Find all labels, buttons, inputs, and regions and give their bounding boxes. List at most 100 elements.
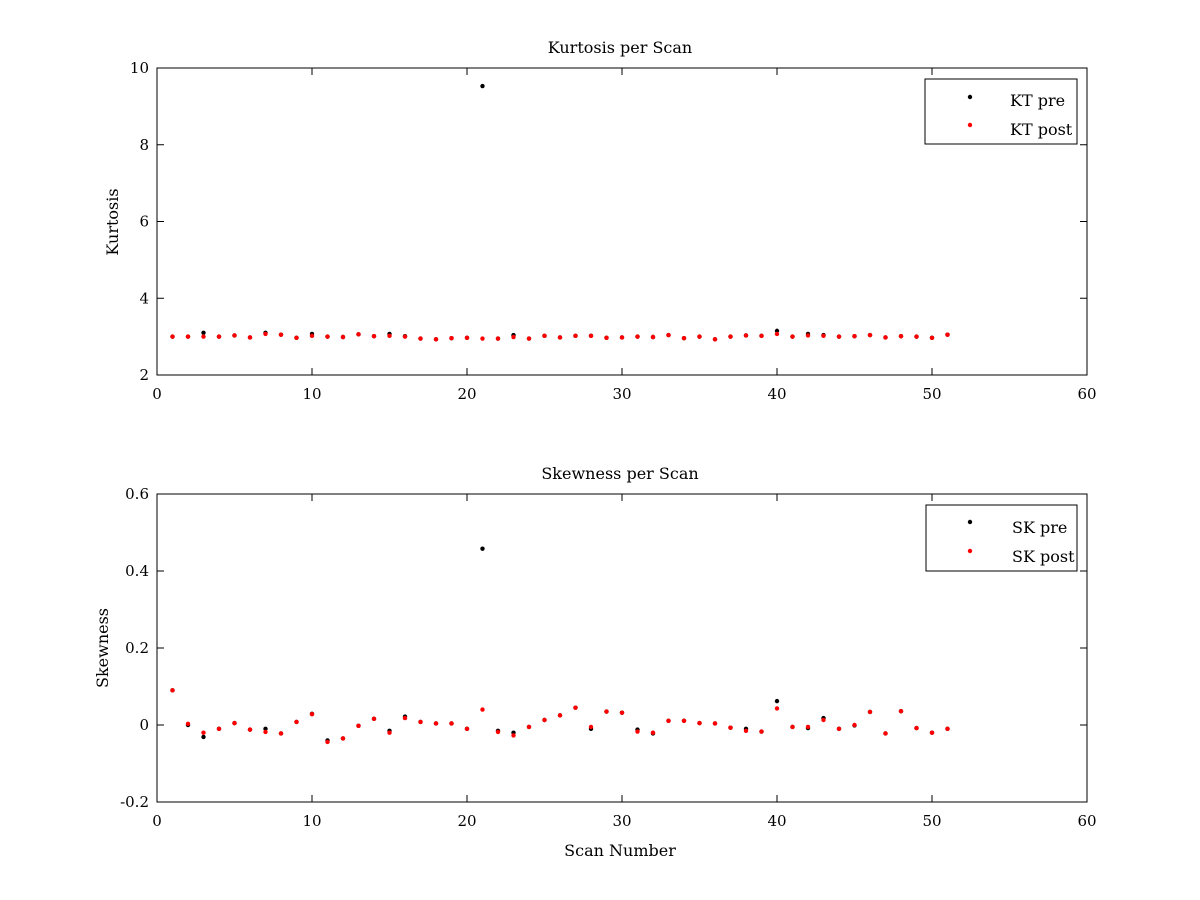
skewness-x-tick-label: 60 (1077, 812, 1096, 830)
kurtosis-point-kt-post (805, 333, 811, 338)
skewness-point-sk-post (294, 719, 299, 725)
skewness-point-sk-post (247, 727, 253, 732)
kurtosis-point-kt-post (588, 333, 594, 339)
skewness-y-ticks: -0.2 0 0.2 0.4 0.6 (120, 485, 1087, 811)
kurtosis-y-tick-label: 4 (139, 289, 149, 307)
kurtosis-point-kt-post (867, 332, 873, 338)
kurtosis-point-kt-post (914, 334, 919, 339)
kurtosis-point-kt-post (201, 334, 206, 339)
kurtosis-y-tick-label: 6 (139, 213, 149, 231)
kurtosis-point-kt-post (526, 336, 532, 341)
skewness-legend-label-pre: SK pre (1012, 518, 1067, 537)
skewness-point-sk-post (836, 726, 842, 732)
kurtosis-panel: Kurtosis per Scan Kurtosis 0 10 20 30 40 50 60… (103, 38, 1097, 403)
kurtosis-point-kt-post (573, 333, 578, 339)
kurtosis-point-kt-pre (480, 83, 485, 89)
skewness-y-tick-label: -0.2 (120, 793, 149, 811)
skewness-point-sk-post (650, 730, 656, 735)
skewness-point-sk-post (449, 721, 454, 726)
kurtosis-point-kt-post (650, 334, 656, 340)
kurtosis-point-kt-post (542, 333, 547, 339)
kurtosis-point-kt-post (371, 334, 377, 339)
skewness-y-tick-label: 0.4 (125, 562, 149, 580)
skewness-point-sk-post (929, 730, 935, 735)
skewness-point-sk-post (852, 722, 857, 728)
skewness-x-ticks: 0 10 20 30 40 50 60 (152, 494, 1097, 830)
kurtosis-point-kt-post (216, 334, 222, 339)
skewness-point-sk-post (666, 718, 671, 723)
skewness-point-sk-post (604, 709, 609, 714)
kurtosis-x-tick-label: 20 (457, 385, 476, 403)
skewness-point-sk-post (511, 733, 516, 738)
kurtosis-point-kt-post (743, 333, 749, 338)
skewness-x-tick-label: 0 (152, 812, 162, 830)
skewness-point-sk-post (821, 717, 826, 723)
kurtosis-point-kt-post (712, 337, 718, 342)
skewness-point-sk-pre (480, 546, 485, 551)
kurtosis-point-kt-post (433, 337, 439, 342)
kurtosis-point-kt-post (325, 334, 330, 339)
skewness-point-sk-post (526, 724, 532, 730)
kurtosis-point-kt-post (836, 334, 842, 339)
kurtosis-y-tick-label: 2 (139, 366, 149, 384)
skewness-x-tick-label: 50 (922, 812, 941, 830)
kurtosis-point-kt-post (728, 334, 733, 339)
kurtosis-legend-marker-post (967, 122, 973, 128)
kurtosis-point-kt-post (759, 333, 764, 339)
kurtosis-point-kt-post (278, 332, 284, 337)
skewness-point-sk-post (573, 705, 578, 710)
kurtosis-point-kt-post (604, 335, 609, 340)
kurtosis-point-kt-post (883, 335, 888, 340)
skewness-point-sk-post (201, 730, 206, 735)
kurtosis-legend-box (924, 78, 1078, 145)
kurtosis-x-tick-label: 50 (922, 385, 941, 403)
kurtosis-y-ticks: 2 4 6 8 10 (130, 59, 1087, 384)
skewness-x-tick-label: 30 (612, 812, 631, 830)
kurtosis-legend-label-pre: KT pre (1010, 91, 1065, 110)
skewness-point-sk-pre (263, 726, 268, 732)
skewness-y-tick-label: 0.2 (125, 639, 149, 657)
kurtosis-y-axis-label: Kurtosis (103, 188, 122, 255)
kurtosis-x-tick-label: 40 (767, 385, 786, 403)
skewness-y-tick-label: 0.6 (125, 485, 149, 503)
skewness-legend: SK pre SK post (925, 504, 1078, 572)
kurtosis-point-kt-post (340, 334, 346, 340)
skewness-point-sk-post (712, 721, 718, 726)
kurtosis-point-kt-post (309, 333, 315, 339)
skewness-point-sk-post (325, 739, 330, 745)
skewness-y-axis-label: Skewness (93, 608, 112, 688)
skewness-legend-marker-pre (967, 519, 973, 525)
kurtosis-point-kt-post (247, 335, 253, 340)
skewness-point-sk-post (728, 725, 733, 730)
skewness-y-tick-label: 0 (139, 716, 149, 734)
skewness-point-sk-post (464, 726, 470, 732)
kurtosis-point-kt-post (945, 332, 950, 337)
skewness-legend-box (925, 504, 1078, 572)
kurtosis-point-kt-post (402, 334, 408, 339)
skewness-chart-title: Skewness per Scan (541, 464, 698, 483)
skewness-panel: Skewness per Scan Skewness Scan Number 0… (93, 464, 1097, 860)
skewness-point-sk-post (759, 729, 764, 734)
skewness-x-axis-label: Scan Number (564, 841, 676, 860)
kurtosis-point-kt-post (681, 335, 687, 341)
kurtosis-x-tick-label: 30 (612, 385, 631, 403)
kurtosis-point-kt-post (464, 335, 470, 340)
kurtosis-x-tick-label: 10 (302, 385, 321, 403)
kurtosis-x-ticks: 0 10 20 30 40 50 60 (152, 68, 1097, 403)
kurtosis-point-kt-post (232, 333, 237, 338)
kurtosis-y-tick-label: 10 (130, 59, 149, 77)
skewness-point-sk-post (433, 721, 439, 726)
kurtosis-point-kt-post (511, 334, 516, 340)
skewness-point-sk-post (557, 713, 563, 718)
kurtosis-point-kt-post (790, 334, 795, 339)
kurtosis-points (170, 83, 950, 342)
skewness-point-sk-post (356, 723, 361, 728)
skewness-point-sk-post (790, 724, 795, 730)
kurtosis-legend-marker-pre (967, 94, 973, 100)
skewness-point-sk-pre (201, 734, 206, 740)
skewness-point-sk-post (185, 721, 191, 727)
skewness-point-sk-post (340, 736, 346, 741)
skewness-x-tick-label: 40 (767, 812, 786, 830)
skewness-point-sk-post (914, 725, 919, 731)
kurtosis-point-kt-post (263, 331, 268, 337)
